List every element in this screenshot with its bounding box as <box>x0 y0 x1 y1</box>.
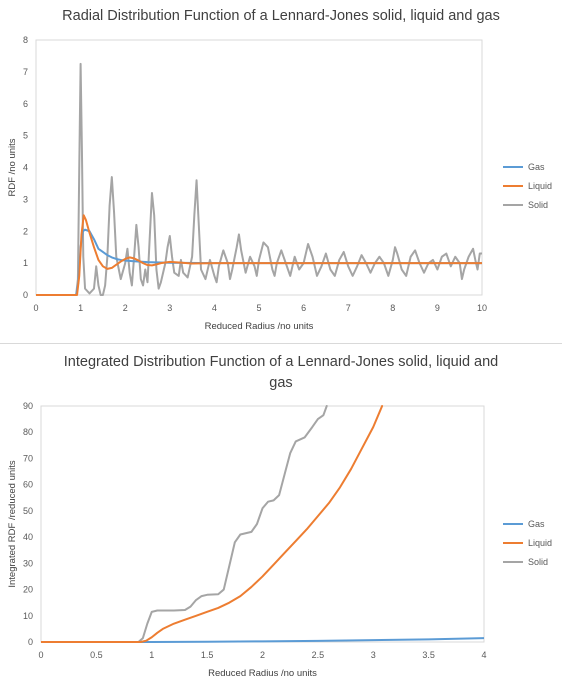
y-axis-label: RDF /no units <box>7 138 18 196</box>
rdf-chart: Radial Distribution Function of a Lennar… <box>0 0 562 340</box>
legend-label-gas: Gas <box>528 519 545 529</box>
legend-label-liquid: Liquid <box>528 538 552 548</box>
y-tick-label: 7 <box>23 67 28 77</box>
x-axis-label: Reduced Radius /no units <box>208 668 317 679</box>
y-tick-label: 0 <box>23 290 28 300</box>
y-tick-label: 0 <box>28 637 33 647</box>
x-tick-label: 9 <box>435 303 440 313</box>
chart-divider <box>0 343 562 344</box>
y-tick-label: 10 <box>23 611 33 621</box>
integrated-chart: Integrated Distribution Function of a Le… <box>0 346 562 691</box>
x-tick-label: 3.5 <box>422 650 435 660</box>
x-tick-label: 3 <box>371 650 376 660</box>
x-tick-label: 0 <box>33 303 38 313</box>
x-tick-label: 1 <box>78 303 83 313</box>
y-tick-label: 90 <box>23 401 33 411</box>
legend-label-solid: Solid <box>528 557 548 567</box>
x-tick-label: 5 <box>256 303 261 313</box>
x-tick-label: 2 <box>123 303 128 313</box>
plot-area <box>35 39 483 296</box>
x-tick-label: 3 <box>167 303 172 313</box>
legend-label-gas: Gas <box>528 162 545 172</box>
y-tick-label: 50 <box>23 506 33 516</box>
y-tick-label: 2 <box>23 226 28 236</box>
y-tick-label: 5 <box>23 131 28 141</box>
rdf-plot: 0 1 2 3 4 5 6 7 8 0 1 2 3 4 5 6 7 8 9 10 Reduced Radius /no … <box>7 35 552 332</box>
x-tick-label: 0 <box>38 650 43 660</box>
x-tick-label: 4 <box>212 303 217 313</box>
x-tick-label: 1 <box>149 650 154 660</box>
x-axis-label: Reduced Radius /no units <box>205 321 314 332</box>
y-tick-label: 70 <box>23 453 33 463</box>
y-tick-label: 6 <box>23 99 28 109</box>
chart-title: Integrated Distribution Function of a Le… <box>63 354 499 391</box>
plot-area <box>40 405 485 643</box>
y-tick-label: 30 <box>23 558 33 568</box>
y-tick-label: 8 <box>23 35 28 45</box>
series-line-liquid <box>41 405 384 643</box>
y-tick-label: 20 <box>23 585 33 595</box>
x-tick-label: 1.5 <box>201 650 214 660</box>
x-tick-label: 7 <box>346 303 351 313</box>
legend-label-solid: Solid <box>528 200 548 210</box>
y-tick-label: 60 <box>23 480 33 490</box>
x-tick-label: 10 <box>477 303 487 313</box>
series-group <box>41 405 484 643</box>
y-tick-label: 80 <box>23 427 33 437</box>
series-line-liquid <box>36 214 482 296</box>
x-tick-label: 0.5 <box>90 650 103 660</box>
y-tick-label: 3 <box>23 194 28 204</box>
y-tick-label: 1 <box>23 258 28 268</box>
x-tick-label: 6 <box>301 303 306 313</box>
series-line-solid <box>41 405 328 643</box>
x-tick-label: 2 <box>260 650 265 660</box>
series-line-gas <box>41 637 484 643</box>
y-axis-label: Integrated RDF /reduced units <box>7 460 18 588</box>
legend-label-liquid: Liquid <box>528 181 552 191</box>
x-tick-label: 2.5 <box>312 650 325 660</box>
y-tick-label: 4 <box>23 163 28 173</box>
integrated-plot: 0 10 20 30 40 50 60 70 80 90 0 0.5 1 1.5 2 2.5 3 3.5 4 Redu… <box>7 401 552 679</box>
chart-title: Radial Distribution Function of a Lennar… <box>62 8 500 24</box>
series-line-solid <box>36 62 482 296</box>
series-group <box>36 62 482 296</box>
x-tick-label: 8 <box>390 303 395 313</box>
x-tick-label: 4 <box>481 650 486 660</box>
y-tick-label: 40 <box>23 532 33 542</box>
